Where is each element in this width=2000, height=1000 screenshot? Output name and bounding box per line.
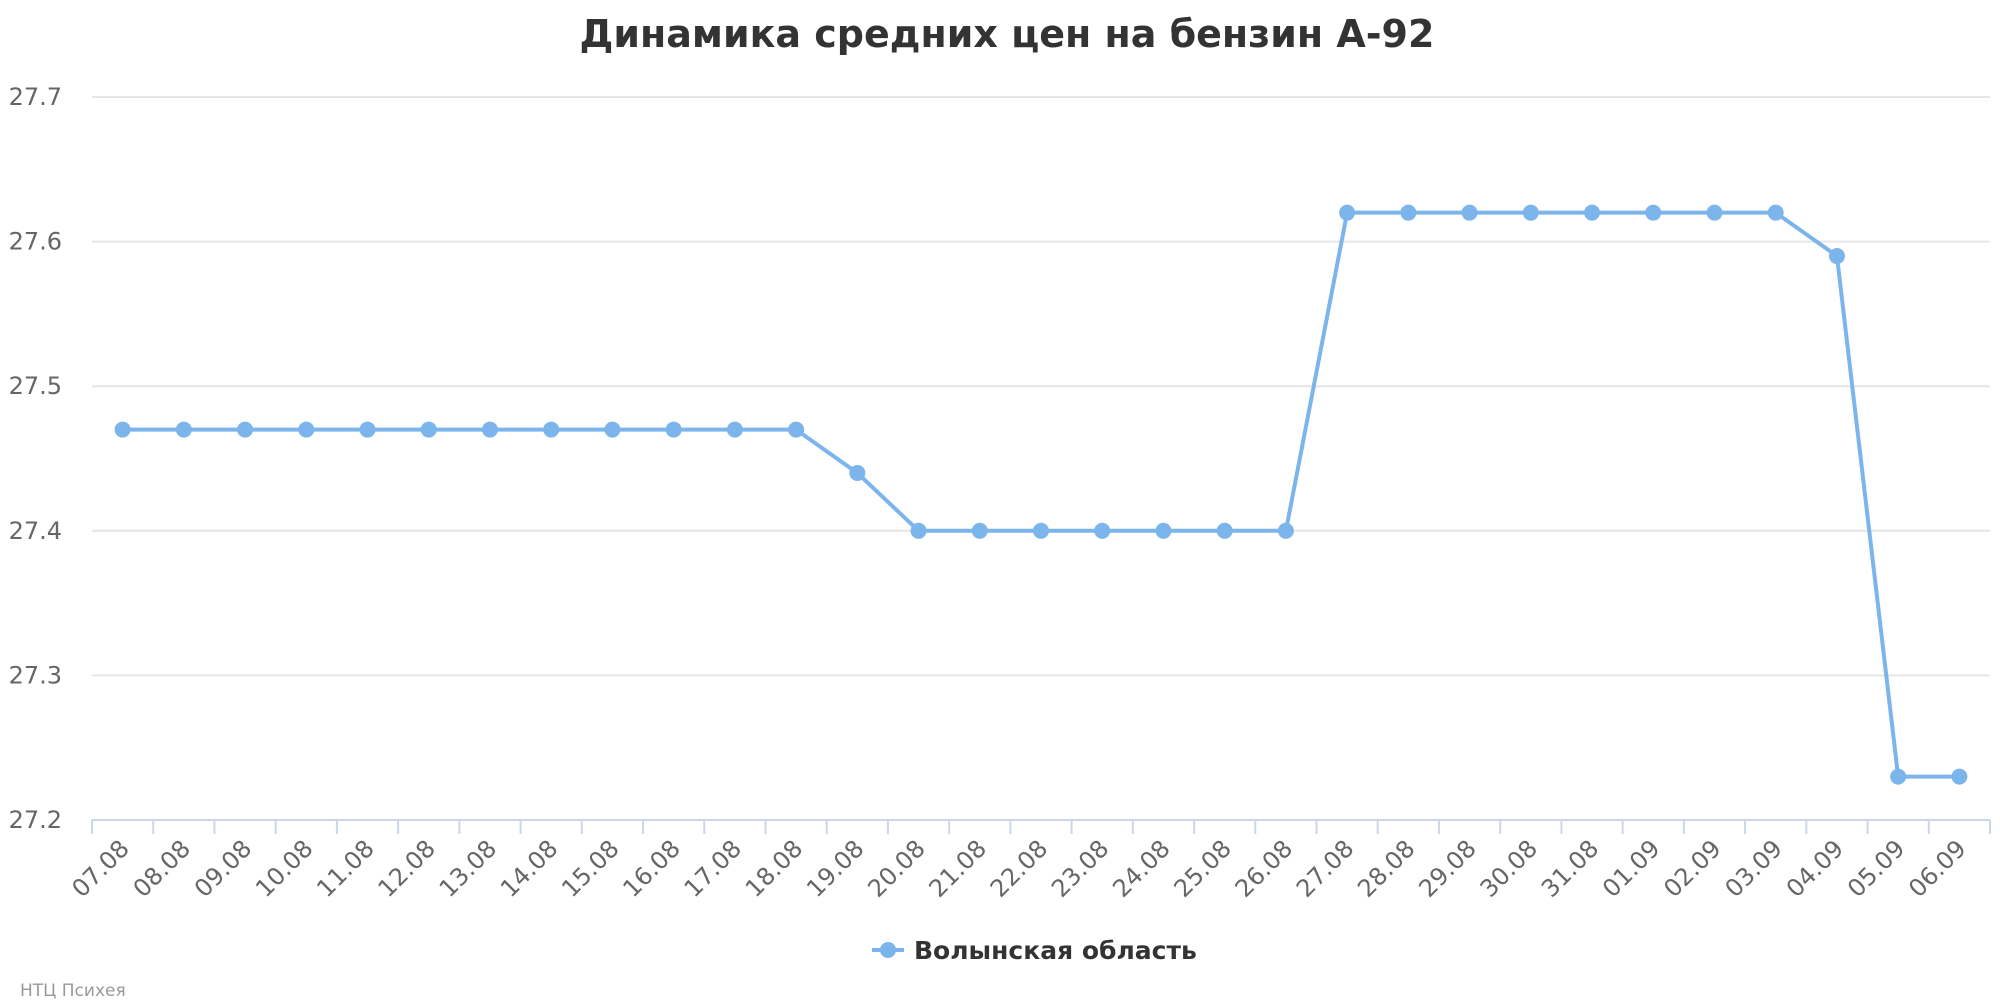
x-tick-label: 26.08 bbox=[1230, 834, 1298, 902]
series-line bbox=[120, 210, 1962, 779]
data-point[interactable] bbox=[1094, 522, 1111, 539]
x-tick-label: 01.09 bbox=[1597, 834, 1665, 902]
data-point[interactable] bbox=[604, 421, 621, 438]
data-point[interactable] bbox=[1951, 768, 1968, 785]
x-tick-label: 22.08 bbox=[985, 834, 1053, 902]
data-point[interactable] bbox=[1461, 204, 1478, 221]
y-tick-label: 27.7 bbox=[9, 83, 62, 111]
x-tick-label: 03.09 bbox=[1720, 834, 1788, 902]
data-point[interactable] bbox=[237, 421, 254, 438]
x-tick-label: 04.09 bbox=[1781, 834, 1849, 902]
data-point[interactable] bbox=[175, 421, 192, 438]
x-tick-label: 16.08 bbox=[617, 834, 685, 902]
x-tick-label: 13.08 bbox=[434, 834, 502, 902]
x-tick-label: 11.08 bbox=[311, 834, 379, 902]
data-point[interactable] bbox=[359, 421, 376, 438]
data-point[interactable] bbox=[1706, 204, 1723, 221]
x-tick-label: 27.08 bbox=[1291, 834, 1359, 902]
data-point[interactable] bbox=[1277, 522, 1294, 539]
data-point[interactable] bbox=[1216, 522, 1233, 539]
grid-lines bbox=[92, 96, 1990, 677]
x-tick-label: 20.08 bbox=[862, 834, 930, 902]
data-point[interactable] bbox=[1767, 204, 1784, 221]
x-tick-label: 19.08 bbox=[801, 834, 869, 902]
data-point[interactable] bbox=[481, 421, 498, 438]
y-tick-label: 27.3 bbox=[9, 661, 62, 689]
x-tick-label: 14.08 bbox=[495, 834, 563, 902]
data-point[interactable] bbox=[788, 421, 805, 438]
x-tick-label: 24.08 bbox=[1107, 834, 1175, 902]
data-point[interactable] bbox=[849, 464, 866, 481]
data-point[interactable] bbox=[114, 421, 131, 438]
x-tick-label: 25.08 bbox=[1169, 834, 1237, 902]
data-point[interactable] bbox=[726, 421, 743, 438]
x-tick-label: 12.08 bbox=[373, 834, 441, 902]
data-point[interactable] bbox=[1828, 248, 1845, 265]
y-tick-label: 27.5 bbox=[9, 372, 62, 400]
data-point[interactable] bbox=[971, 522, 988, 539]
x-tick-label: 21.08 bbox=[924, 834, 992, 902]
x-tick-label: 06.09 bbox=[1903, 834, 1971, 902]
x-tick-label: 29.08 bbox=[1413, 834, 1481, 902]
data-point[interactable] bbox=[1584, 204, 1601, 221]
y-tick-label: 27.2 bbox=[9, 806, 62, 834]
data-point[interactable] bbox=[1033, 522, 1049, 539]
x-tick-label: 28.08 bbox=[1352, 834, 1420, 902]
x-tick-label: 18.08 bbox=[740, 834, 808, 902]
x-tick-label: 15.08 bbox=[556, 834, 624, 902]
y-tick-label: 27.6 bbox=[9, 228, 62, 256]
y-axis: 27.2 27.3 27.4 27.5 27.6 27.7 bbox=[9, 83, 62, 834]
data-point[interactable] bbox=[1890, 768, 1907, 785]
data-point[interactable] bbox=[298, 421, 315, 438]
x-axis: 07.0808.0809.0810.0811.0812.0813.0814.08… bbox=[66, 819, 1991, 903]
legend-marker-icon bbox=[880, 942, 896, 958]
data-point[interactable] bbox=[1339, 204, 1356, 221]
x-tick-label: 31.08 bbox=[1536, 834, 1604, 902]
data-point[interactable] bbox=[1522, 204, 1539, 221]
data-point[interactable] bbox=[1155, 522, 1172, 539]
data-point[interactable] bbox=[910, 522, 927, 539]
x-tick-label: 08.08 bbox=[128, 834, 196, 902]
data-point[interactable] bbox=[1400, 204, 1417, 221]
x-tick-label: 17.08 bbox=[679, 834, 747, 902]
credits-text[interactable]: НТЦ Психея bbox=[20, 981, 126, 1000]
series-layer bbox=[114, 204, 1968, 785]
data-point[interactable] bbox=[543, 421, 560, 438]
x-tick-label: 07.08 bbox=[66, 834, 134, 902]
x-tick-label: 23.08 bbox=[1046, 834, 1114, 902]
x-tick-label: 30.08 bbox=[1475, 834, 1543, 902]
data-point[interactable] bbox=[1645, 204, 1662, 221]
legend-series-label[interactable]: Волынская область bbox=[914, 936, 1197, 965]
x-tick-label: 05.09 bbox=[1842, 834, 1910, 902]
chart-title: Динамика средних цен на бензин А-92 bbox=[580, 12, 1435, 56]
x-tick-label: 10.08 bbox=[250, 834, 318, 902]
data-point[interactable] bbox=[420, 421, 437, 438]
y-tick-label: 27.4 bbox=[9, 517, 62, 545]
x-tick-label: 09.08 bbox=[189, 834, 257, 902]
x-tick-label: 02.09 bbox=[1658, 834, 1726, 902]
legend[interactable]: Волынская область bbox=[872, 936, 1197, 965]
data-point[interactable] bbox=[665, 421, 682, 438]
